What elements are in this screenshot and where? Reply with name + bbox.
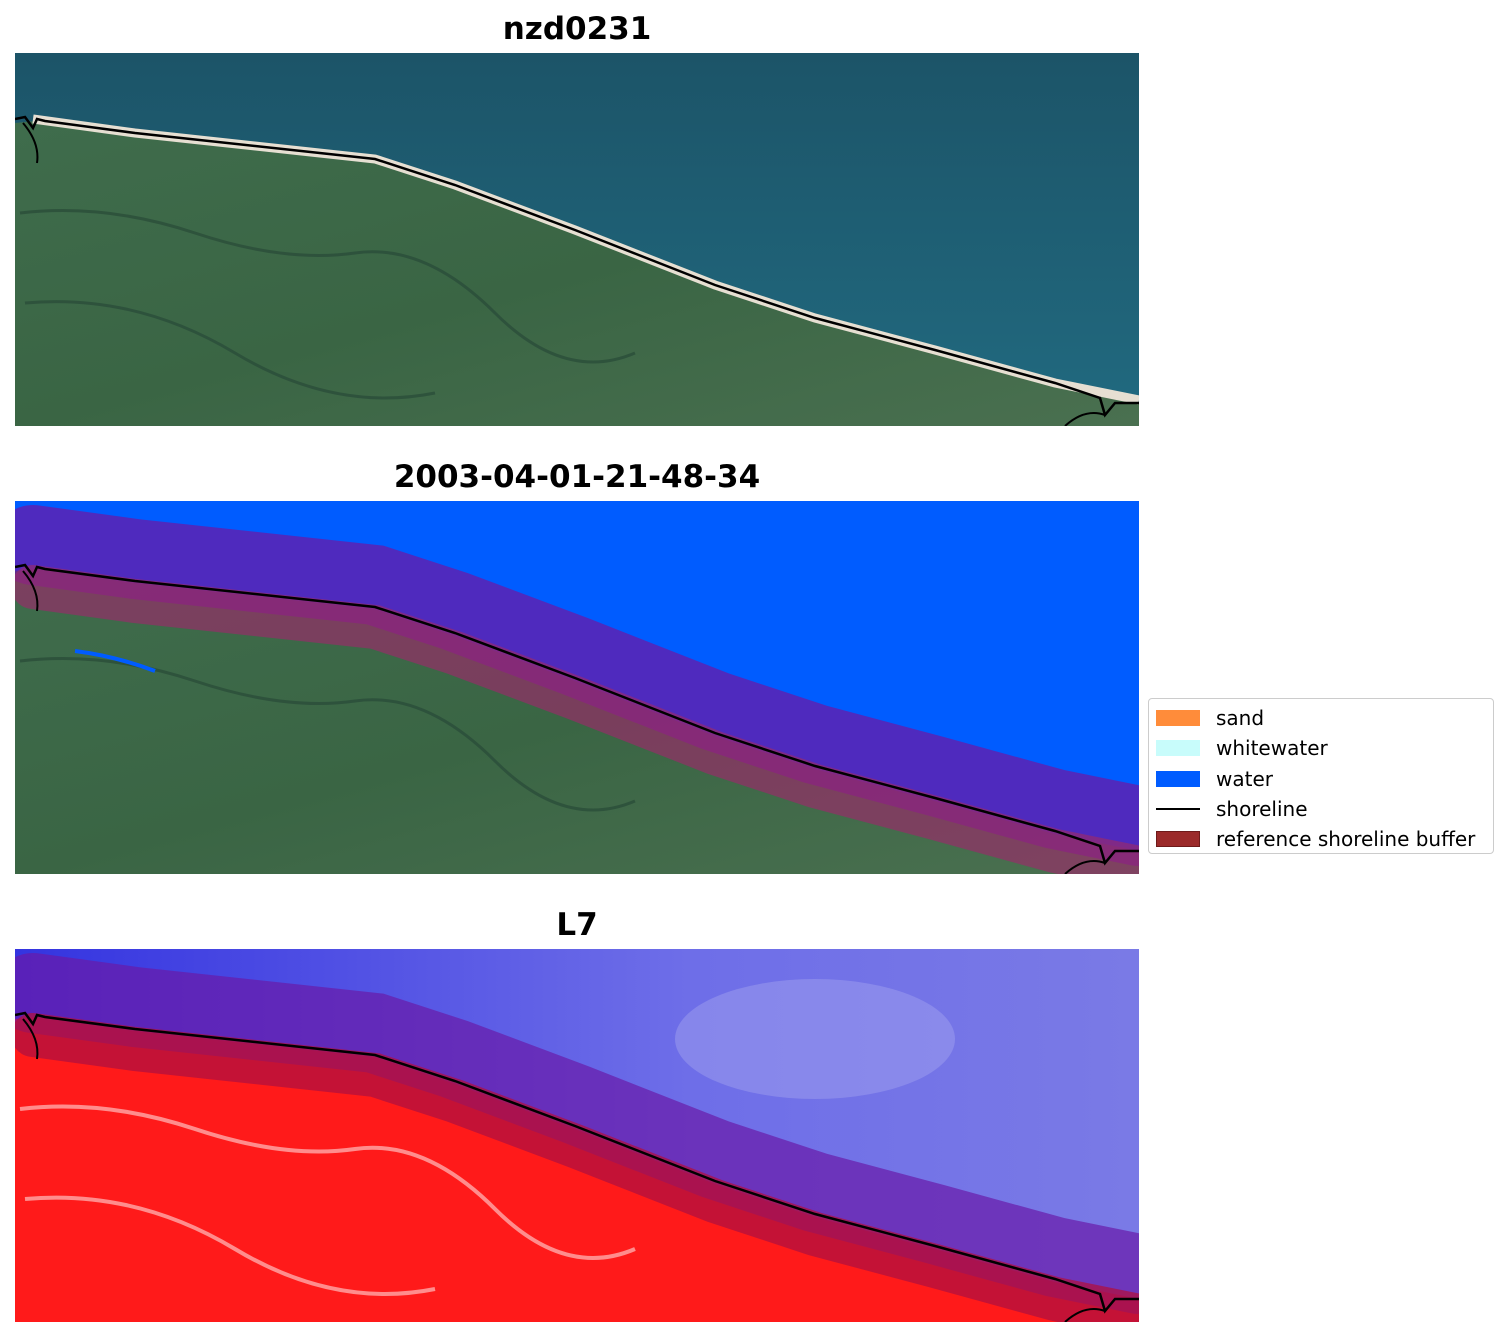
legend-label: sand <box>1216 706 1265 731</box>
classification-panel <box>15 501 1139 874</box>
classified-image <box>15 501 1139 874</box>
shoreline-inlet-east <box>1064 412 1106 426</box>
shoreline-inlet <box>22 122 39 164</box>
rgb-image-panel <box>15 53 1139 426</box>
legend-label: reference shoreline buffer <box>1216 827 1476 852</box>
shoreline-inlet-east <box>1064 860 1106 874</box>
buffer-seaward <box>15 953 1139 1314</box>
whitewater-swatch <box>1156 740 1200 757</box>
ndwi-river-2 <box>24 1195 436 1296</box>
legend: sand whitewater water shoreline referenc… <box>1148 698 1494 854</box>
legend-item-shoreline: shoreline <box>1149 794 1493 824</box>
shoreline-inlet-east <box>1064 1308 1106 1322</box>
legend-label: whitewater <box>1216 736 1328 761</box>
legend-item-whitewater: whitewater <box>1149 733 1493 763</box>
rgb-satellite-image <box>15 53 1139 426</box>
ndwi-river <box>19 1104 636 1260</box>
buffer-landward <box>15 1013 1139 1322</box>
ndwi-panel <box>15 949 1139 1322</box>
ndwi-image <box>15 949 1139 1322</box>
shoreline-inlet <box>22 570 39 612</box>
panel-title-sensor: L7 <box>556 907 598 943</box>
legend-label: water <box>1216 766 1273 791</box>
legend-item-reference-buffer: reference shoreline buffer <box>1149 824 1493 854</box>
ndwi-haze <box>675 979 955 1099</box>
inland-water <box>74 649 156 673</box>
shoreline-line <box>15 115 1139 418</box>
shoreline-inlet <box>22 1018 39 1060</box>
water-swatch <box>1156 770 1200 787</box>
reference-buffer-swatch <box>1156 831 1200 848</box>
shoreline-line <box>15 1011 1139 1314</box>
sand-swatch <box>1156 710 1200 727</box>
buffer-landward <box>15 565 1139 874</box>
legend-item-water: water <box>1149 764 1493 794</box>
shoreline-line-sample <box>1156 808 1200 811</box>
land-area <box>15 121 1139 426</box>
river-channel-2 <box>24 300 436 400</box>
legend-label: shoreline <box>1216 797 1308 822</box>
legend-item-sand: sand <box>1149 703 1493 733</box>
river-channel <box>19 209 636 364</box>
panel-title-classification: 2003-04-01-21-48-34 <box>393 459 761 495</box>
buffer-seaward <box>15 505 1139 866</box>
shoreline-line <box>15 563 1139 866</box>
panel-title-rgb: nzd0231 <box>502 11 652 47</box>
